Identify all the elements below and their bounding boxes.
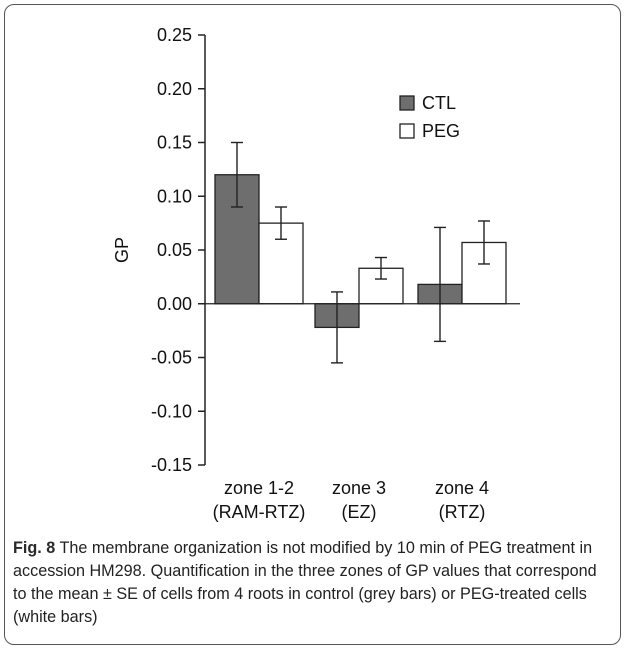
y-tick-label: 0.15 [157, 133, 192, 153]
y-tick-label: 0.25 [157, 25, 192, 45]
figure-caption: Fig. 8 The membrane organization is not … [13, 537, 613, 629]
x-tick-label: (RAM-RTZ) [213, 502, 306, 522]
y-axis-label: GP [112, 237, 132, 263]
y-tick-label: -0.05 [151, 348, 192, 368]
legend-label-peg: PEG [422, 121, 460, 141]
x-tick-label: zone 4 [435, 478, 489, 498]
legend-swatch-peg [399, 123, 415, 139]
y-tick-label: -0.10 [151, 401, 192, 421]
y-tick-label: 0.20 [157, 79, 192, 99]
x-tick-label: zone 1-2 [224, 478, 294, 498]
caption-text: The membrane organization is not modifie… [13, 539, 597, 626]
x-tick-label: (EZ) [342, 502, 377, 522]
legend-label-ctl: CTL [422, 93, 456, 113]
x-tick-label: (RTZ) [439, 502, 486, 522]
y-tick-label: 0.10 [157, 186, 192, 206]
y-tick-label: -0.15 [151, 455, 192, 475]
y-tick-label: 0.05 [157, 240, 192, 260]
x-tick-label: zone 3 [332, 478, 386, 498]
bar-chart: 0.25 0.20 0.15 0.10 0.05 0.00 -0.05 -0.10 -0.15 G… [112, 25, 520, 522]
figure-frame [4, 4, 621, 645]
y-tick-label: 0.00 [157, 294, 192, 314]
legend-swatch-ctl [399, 95, 415, 111]
figure-label: Fig. 8 [13, 539, 56, 557]
